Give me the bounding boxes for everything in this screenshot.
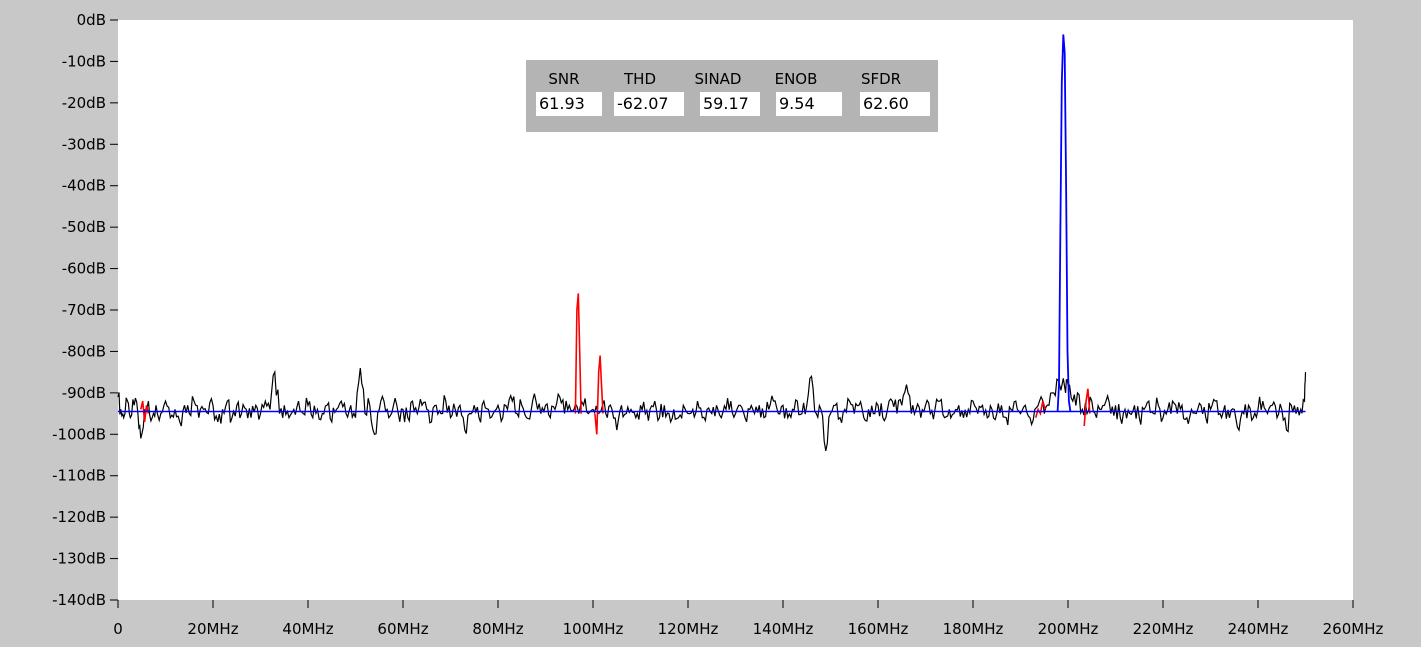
x-tick-label: 100MHz [563, 620, 624, 638]
sfdr-value: 62.60 [860, 92, 930, 116]
x-tick-label: 220MHz [1133, 620, 1194, 638]
y-tick-label: -60dB [62, 260, 106, 278]
y-tick-label: -140dB [52, 591, 106, 609]
snr-value: 61.93 [536, 92, 602, 116]
sinad-value: 59.17 [700, 92, 760, 116]
x-tick-label: 80MHz [472, 620, 523, 638]
y-tick-label: -70dB [62, 301, 106, 319]
y-tick-label: -40dB [62, 177, 106, 195]
axis-layer: 0dB -10dB -20dB -30dB -40dB -50dB -60dB -70dB -8… [52, 11, 1383, 638]
y-tick-label: -100dB [52, 425, 106, 443]
x-tick-label: 140MHz [753, 620, 814, 638]
metrics-panel: SNR THD SINAD ENOB SFDR 61.93 -62.07 59.… [526, 60, 938, 132]
snr-label: SNR [548, 70, 580, 88]
y-tick-label: -50dB [62, 218, 106, 236]
spectrum-line [117, 367, 1307, 452]
sfdr-label: SFDR [860, 70, 902, 88]
x-tick-label: 20MHz [187, 620, 238, 638]
fundamental-peak-line [1056, 34, 1072, 412]
sinad-label: SINAD [694, 70, 742, 88]
series-layer [117, 34, 1307, 452]
x-tick-label: 180MHz [943, 620, 1004, 638]
y-tick-label: -30dB [62, 135, 106, 153]
x-tick-label: 120MHz [658, 620, 719, 638]
x-tick-label: 240MHz [1228, 620, 1289, 638]
thd-label: THD [624, 70, 656, 88]
y-tick-label: -130dB [52, 550, 106, 568]
harmonic-line [594, 355, 604, 435]
harmonic-line [140, 400, 150, 422]
y-tick-label: -20dB [62, 94, 106, 112]
y-tick-label: 0dB [77, 11, 106, 29]
x-tick-label: 200MHz [1038, 620, 1099, 638]
x-tick-label: 160MHz [848, 620, 909, 638]
harmonic-line [574, 293, 582, 414]
y-tick-label: -80dB [62, 342, 106, 360]
harmonic-line [1083, 388, 1091, 427]
x-tick-label: 40MHz [282, 620, 333, 638]
y-tick-label: -110dB [52, 467, 106, 485]
enob-value: 9.54 [776, 92, 842, 116]
thd-value: -62.07 [614, 92, 684, 116]
y-tick-label: -10dB [62, 52, 106, 70]
x-tick-label: 0 [113, 620, 123, 638]
enob-label: ENOB [774, 70, 818, 88]
x-tick-label: 60MHz [377, 620, 428, 638]
y-tick-label: -90dB [62, 384, 106, 402]
x-tick-label: 260MHz [1323, 620, 1384, 638]
y-tick-label: -120dB [52, 508, 106, 526]
